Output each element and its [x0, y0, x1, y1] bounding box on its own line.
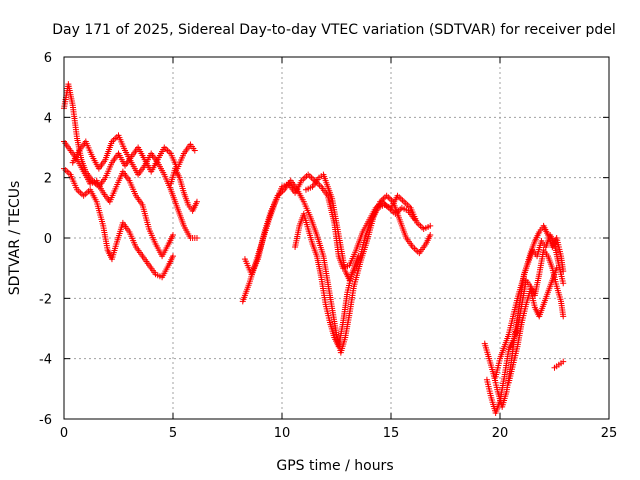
x-tick-label: 20 [492, 426, 509, 441]
y-axis-label: SDTVAR / TECUs [7, 181, 23, 296]
y-tick-label: 6 [44, 51, 52, 66]
y-tick-label: -6 [39, 413, 52, 428]
data-point [553, 265, 560, 272]
data-point [170, 253, 176, 260]
y-tick-label: 0 [44, 232, 52, 247]
data-point [560, 268, 567, 275]
x-tick-label: 25 [601, 426, 618, 441]
data-point [170, 231, 176, 238]
x-tick-label: 0 [60, 426, 68, 441]
axis-ticks [63, 56, 610, 420]
data-point [560, 358, 567, 365]
x-tick-label: 5 [169, 426, 177, 441]
chart-title: Day 171 of 2025, Sidereal Day-to-day VTE… [52, 22, 616, 38]
data-point [560, 313, 567, 320]
y-tick-label: -4 [39, 353, 52, 368]
data-point [355, 253, 362, 260]
x-axis-label: GPS time / hours [276, 458, 393, 474]
y-tick-label: -2 [39, 292, 52, 307]
data-point [193, 198, 200, 205]
data-point [193, 235, 200, 241]
data-point [427, 231, 434, 238]
x-tick-label: 10 [274, 426, 291, 441]
x-tick-labels: 0 5 10 15 20 25 [60, 426, 617, 441]
y-tick-label: 4 [44, 111, 52, 126]
y-tick-label: 2 [44, 172, 52, 187]
data-points [61, 81, 567, 416]
y-tick-labels: -6 -4 -2 0 2 4 6 [39, 51, 52, 428]
x-tick-label: 15 [383, 426, 400, 441]
data-point [427, 222, 434, 229]
data-point [560, 280, 567, 287]
data-point [191, 147, 198, 154]
